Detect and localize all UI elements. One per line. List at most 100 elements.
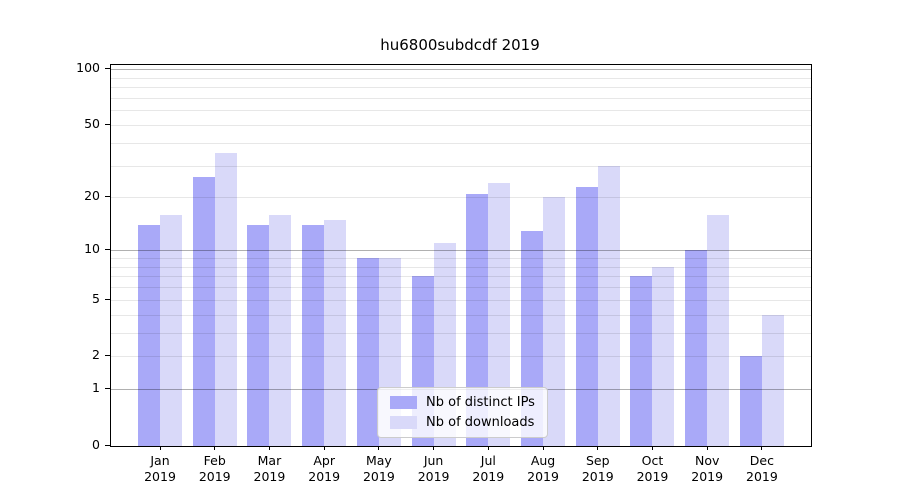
y-tick-label: 100 xyxy=(76,60,100,76)
bar-group-feb xyxy=(192,65,237,446)
plot-area: Nb of distinct IPs Nb of downloads xyxy=(110,64,812,447)
x-tick-month: Oct xyxy=(641,453,664,468)
y-tick xyxy=(105,249,110,251)
bar-group-jan xyxy=(138,65,182,446)
y-tick xyxy=(105,298,110,300)
y-tick-label: 2 xyxy=(92,347,100,363)
bar-apr-nb-of-downloads xyxy=(324,219,347,446)
legend-item: Nb of downloads xyxy=(390,415,535,430)
bar-sep-nb-of-downloads xyxy=(597,165,620,446)
bar-feb-nb-of-distinct-ips xyxy=(192,176,215,446)
y-tick xyxy=(105,355,110,357)
x-tick-year: 2019 xyxy=(472,469,505,484)
x-tick-mark xyxy=(323,446,325,450)
x-tick-year: 2019 xyxy=(636,469,669,484)
y-tick-label: 50 xyxy=(84,115,100,131)
legend-label: Nb of downloads xyxy=(426,415,535,430)
x-tick-label-mar: Mar 2019 xyxy=(247,446,291,485)
y-axis: 0 1 2 5 10 20 50 100 xyxy=(0,60,100,452)
x-tick-month: Aug xyxy=(530,453,556,468)
bar-aug-nb-of-downloads xyxy=(543,197,566,446)
x-tick-month: Jun xyxy=(423,453,444,468)
y-tick-label: 5 xyxy=(92,290,100,306)
bar-group-apr xyxy=(302,65,347,446)
x-tick-year: 2019 xyxy=(581,469,614,484)
x-tick-month: Apr xyxy=(313,453,335,468)
bar-dec-nb-of-distinct-ips xyxy=(739,356,762,446)
x-tick-month: Jan xyxy=(150,453,170,468)
y-tick xyxy=(105,123,110,125)
x-tick-year: 2019 xyxy=(362,469,395,484)
x-tick-label-jun: Jun 2019 xyxy=(412,446,456,485)
x-tick-label-oct: Oct 2019 xyxy=(630,446,674,485)
x-tick-mark xyxy=(433,446,435,450)
bar-oct-nb-of-downloads xyxy=(652,266,675,446)
x-tick-year: 2019 xyxy=(253,469,286,484)
bar-group-mar xyxy=(247,65,292,446)
bar-sep-nb-of-distinct-ips xyxy=(575,186,598,446)
x-tick-label-aug: Aug 2019 xyxy=(521,446,565,485)
bar-group-oct xyxy=(630,65,675,446)
bar-mar-nb-of-downloads xyxy=(269,214,292,446)
x-tick-year: 2019 xyxy=(144,469,176,484)
x-tick-month: Nov xyxy=(694,453,720,468)
bar-mar-nb-of-distinct-ips xyxy=(247,224,270,446)
bar-jul-nb-of-downloads xyxy=(488,183,511,446)
x-tick-year: 2019 xyxy=(417,469,450,484)
bars-layer xyxy=(111,65,811,446)
x-tick-label-sep: Sep 2019 xyxy=(576,446,620,485)
x-tick-label-jan: Jan 2019 xyxy=(138,446,182,485)
bar-group-sep xyxy=(575,65,620,446)
x-tick-mark xyxy=(268,446,270,450)
x-tick-label-jul: Jul 2019 xyxy=(466,446,510,485)
x-tick-month: May xyxy=(365,453,392,468)
x-tick-mark xyxy=(761,446,763,450)
x-tick-mark xyxy=(597,446,599,450)
y-axis-ticks xyxy=(105,64,110,446)
x-tick-label-nov: Nov 2019 xyxy=(685,446,729,485)
chart-title: hu6800subdcdf 2019 xyxy=(380,36,540,54)
x-tick-label-may: May 2019 xyxy=(357,446,401,485)
x-tick-label-apr: Apr 2019 xyxy=(302,446,346,485)
bar-group-jul xyxy=(466,65,511,446)
bar-feb-nb-of-downloads xyxy=(214,153,237,446)
x-tick-mark xyxy=(651,446,653,450)
y-tick-label: 1 xyxy=(92,380,100,396)
x-tick-mark xyxy=(542,446,544,450)
x-tick-year: 2019 xyxy=(198,469,231,484)
x-tick-year: 2019 xyxy=(746,469,778,484)
x-tick-month: Feb xyxy=(203,453,226,468)
bar-group-nov xyxy=(685,65,730,446)
y-tick-label: 0 xyxy=(92,437,100,452)
bar-nov-nb-of-distinct-ips xyxy=(685,250,708,446)
legend-label: Nb of distinct IPs xyxy=(426,395,535,410)
y-tick xyxy=(105,445,110,446)
x-tick-month: Dec xyxy=(749,453,774,468)
x-tick-year: 2019 xyxy=(691,469,724,484)
x-axis: Jan 2019 Feb 2019 Mar 2019 Apr 2019 May 2019 Jun 20… xyxy=(111,446,811,485)
bar-apr-nb-of-distinct-ips xyxy=(302,224,325,446)
legend-swatch xyxy=(390,396,417,409)
y-tick xyxy=(105,68,110,70)
x-tick-mark xyxy=(487,446,489,450)
x-tick-mark xyxy=(706,446,708,450)
x-tick-year: 2019 xyxy=(527,469,559,484)
bar-nov-nb-of-downloads xyxy=(707,214,730,446)
bar-jan-nb-of-distinct-ips xyxy=(138,224,160,446)
bar-group-dec xyxy=(739,65,784,446)
x-tick-month: Jul xyxy=(480,453,496,468)
x-tick-label-feb: Feb 2019 xyxy=(193,446,237,485)
bar-jan-nb-of-downloads xyxy=(160,214,182,446)
y-tick-label: 20 xyxy=(84,188,100,204)
bar-oct-nb-of-distinct-ips xyxy=(630,276,653,446)
legend-swatch xyxy=(390,416,417,429)
legend: Nb of distinct IPs Nb of downloads xyxy=(377,387,548,438)
y-tick xyxy=(105,388,110,390)
x-tick-mark xyxy=(214,446,216,450)
bar-dec-nb-of-downloads xyxy=(761,314,784,446)
x-tick-label-dec: Dec 2019 xyxy=(740,446,784,485)
x-tick-year: 2019 xyxy=(308,469,341,484)
x-tick-month: Sep xyxy=(585,453,610,468)
x-tick-month: Mar xyxy=(257,453,282,468)
